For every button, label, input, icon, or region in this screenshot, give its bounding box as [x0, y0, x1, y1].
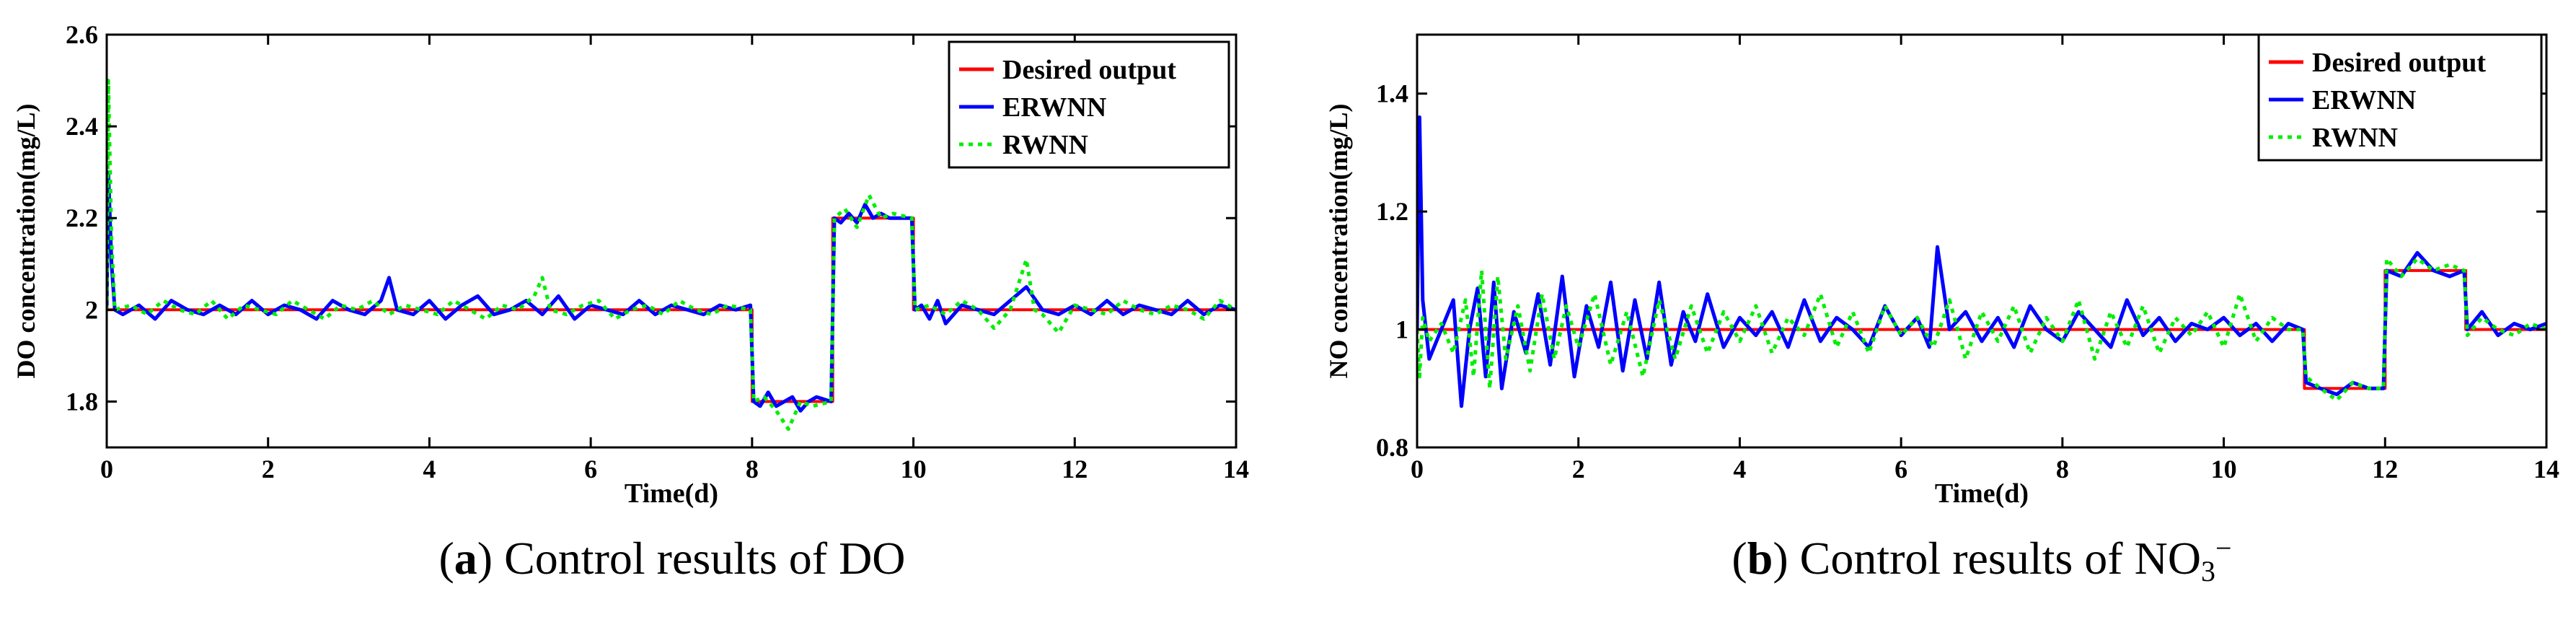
chart-b-caption-sub: 3	[2201, 555, 2215, 587]
chart-b-legend-label: Desired output	[2312, 48, 2486, 78]
chart-a-xtick-label: 8	[746, 455, 759, 483]
chart-a-series-rwnn	[107, 79, 1236, 432]
chart-b-series-desired-output	[1417, 268, 2546, 390]
chart-a-caption: (a) Control results of DO	[438, 533, 905, 584]
chart-b-axes-box	[1416, 33, 2548, 449]
chart-a-legend-label: Desired output	[1002, 55, 1176, 85]
chart-a-xtick-label: 4	[423, 455, 436, 483]
chart-b-caption-close: )	[1773, 533, 1788, 584]
chart-a-legend-box	[948, 40, 1230, 169]
chart-a-caption-close: )	[477, 533, 493, 584]
chart-b-xtick-label: 14	[2533, 455, 2559, 483]
chart-a-ytick-label: 2	[85, 295, 98, 324]
chart-a-legend-label: RWNN	[1002, 130, 1088, 160]
chart-a-xtick-label: 14	[1223, 455, 1249, 483]
chart-b-ytick-label: 1	[1395, 315, 1408, 344]
chart-a-ylabel: DO concentration(mg/L)	[12, 104, 40, 379]
chart-a-axes-box	[105, 33, 1238, 449]
chart-b: 0 2 4 6 8 10 12 14 0.8 1 1.2 1.4 Time(d) NO concentra…	[1324, 33, 2559, 587]
chart-b-xlabel: Time(d)	[1935, 478, 2029, 509]
chart-b-xtick-label: 2	[1572, 455, 1585, 483]
chart-b-ytick-label: 1.2	[1376, 197, 1408, 226]
chart-a-caption-letter: a	[454, 533, 477, 584]
chart-b-caption-letter: b	[1747, 533, 1773, 584]
chart-a-ytick-label: 1.8	[66, 387, 98, 416]
chart-a-xtick-label: 10	[901, 455, 927, 483]
chart-b-legend-label: ERWNN	[2312, 85, 2416, 115]
chart-b-xtick-label: 6	[1894, 455, 1907, 483]
chart-b-legend-label: RWNN	[2312, 123, 2398, 153]
chart-a-caption-text: Control results of DO	[493, 533, 905, 584]
chart-b-xtick-label: 0	[1411, 455, 1424, 483]
chart-b-ylabel: NO concentration(mg/L)	[1324, 104, 1353, 379]
chart-a-xtick-label: 2	[262, 455, 275, 483]
chart-a-caption-open: (	[438, 533, 454, 584]
chart-a-xtick-label: 6	[584, 455, 597, 483]
chart-b-ytick-label: 0.8	[1376, 433, 1408, 462]
chart-b-xtick-label: 8	[2056, 455, 2069, 483]
chart-b-caption-text: Control results of NO	[1788, 533, 2201, 584]
chart-a-series-group	[107, 79, 1236, 432]
chart-a-xlabel: Time(d)	[625, 478, 718, 509]
chart-b-ytick-label: 1.4	[1376, 79, 1408, 108]
chart-b-series-group	[1417, 115, 2546, 408]
chart-a-xtick-label: 12	[1062, 455, 1088, 483]
chart-a-xtick-label: 0	[100, 455, 113, 483]
chart-a-legend-label: ERWNN	[1002, 92, 1106, 123]
chart-a: 0 2 4 6 8 10 12 14 1.8 2 2.2 2.4 2.6 Time(d) DO concen…	[12, 20, 1249, 584]
chart-a-ytick-label: 2.2	[66, 204, 98, 232]
chart-b-caption-sup: −	[2215, 532, 2232, 564]
chart-a-ytick-label: 2.6	[66, 20, 98, 49]
chart-b-legend-box	[2257, 33, 2543, 162]
chart-b-xtick-label: 4	[1733, 455, 1746, 483]
chart-b-caption: (b) Control results of NO3−	[1732, 532, 2231, 587]
chart-b-series-rwnn	[1417, 257, 2546, 403]
chart-b-caption-open: (	[1732, 533, 1747, 584]
chart-a-series-erwnn	[107, 170, 1236, 413]
chart-b-xtick-label: 10	[2211, 455, 2237, 483]
chart-b-xtick-label: 12	[2372, 455, 2398, 483]
chart-a-ytick-label: 2.4	[66, 112, 98, 141]
